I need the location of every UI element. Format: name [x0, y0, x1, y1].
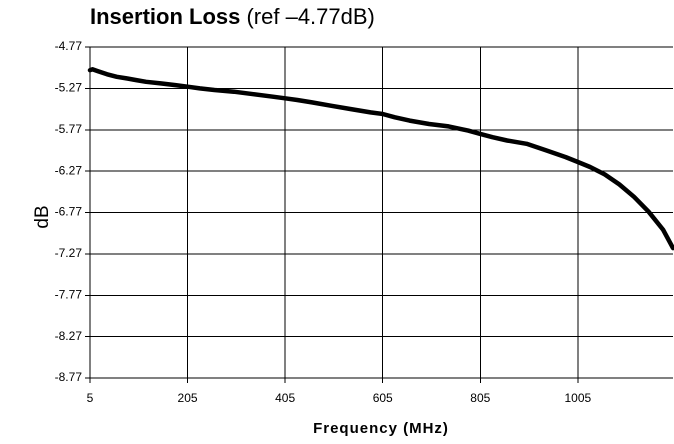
x-axis-label: Frequency (MHz): [313, 420, 449, 437]
y-tick-label: -6.77: [55, 205, 83, 219]
x-tick-label: 605: [373, 391, 393, 405]
grid: [90, 46, 673, 379]
tick-labels: -4.77 -5.27 -5.77 -6.27 -6.77 -7.27 -7.77 -8.27…: [55, 39, 592, 405]
x-tick-label: 1005: [565, 391, 592, 405]
y-tick-label: -5.27: [55, 81, 83, 95]
y-tick-label: -7.27: [55, 246, 83, 260]
axes: [85, 46, 673, 383]
y-axis-label: dB: [32, 205, 53, 228]
y-tick-label: -4.77: [55, 39, 83, 53]
y-tick-label: -8.77: [55, 370, 83, 384]
series-group: [87, 67, 674, 251]
insertion-loss-line: [87, 67, 674, 251]
chart-title-main: Insertion Loss: [90, 4, 241, 29]
chart-title: Insertion Loss (ref –4.77dB): [90, 4, 375, 30]
y-tick-label: -5.77: [55, 122, 83, 136]
x-tick-label: 805: [470, 391, 490, 405]
x-tick-label: 205: [178, 391, 198, 405]
x-tick-label: 5: [87, 391, 94, 405]
y-tick-label: -7.77: [55, 287, 83, 301]
y-tick-label: -6.27: [55, 163, 83, 177]
y-tick-label: -8.27: [55, 329, 83, 343]
x-tick-label: 405: [275, 391, 295, 405]
chart-title-ref: (ref –4.77dB): [240, 4, 375, 29]
